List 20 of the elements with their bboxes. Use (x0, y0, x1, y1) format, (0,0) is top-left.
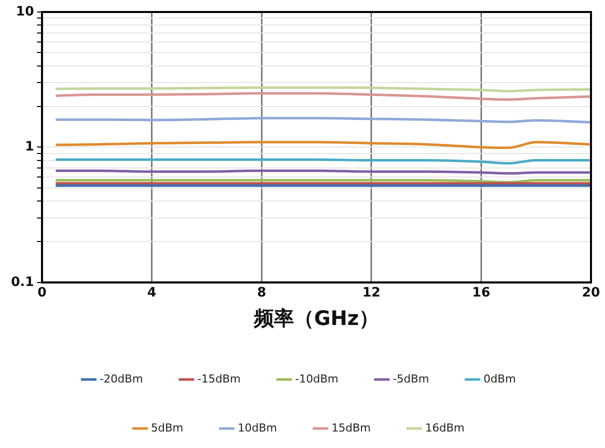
legend-label: -15dBm (197, 372, 241, 386)
x-axis-title: 频率（GHz） (253, 306, 379, 330)
legend-label: 0dBm (484, 372, 516, 386)
y-tick-label: 10 (16, 4, 34, 20)
y-tick-label: 0.1 (11, 274, 34, 290)
legend-label: 5dBm (151, 421, 184, 434)
legend-label: 16dBm (425, 421, 464, 434)
x-tick-label: 20 (582, 286, 600, 301)
legend-label: 15dBm (332, 421, 371, 434)
legend-label: -10dBm (295, 372, 338, 386)
legend-label: -20dBm (100, 372, 143, 386)
x-tick-label: 12 (362, 286, 380, 301)
legend-label: -5dBm (392, 372, 430, 386)
x-tick-label: 0 (38, 286, 47, 301)
x-tick-label: 4 (147, 286, 156, 301)
line-series (54, 92, 591, 101)
x-tick-label: 16 (472, 286, 490, 301)
x-tick-label: 8 (257, 286, 266, 301)
y-tick-label: 1 (24, 140, 34, 155)
legend-label: 10dBm (238, 421, 278, 434)
